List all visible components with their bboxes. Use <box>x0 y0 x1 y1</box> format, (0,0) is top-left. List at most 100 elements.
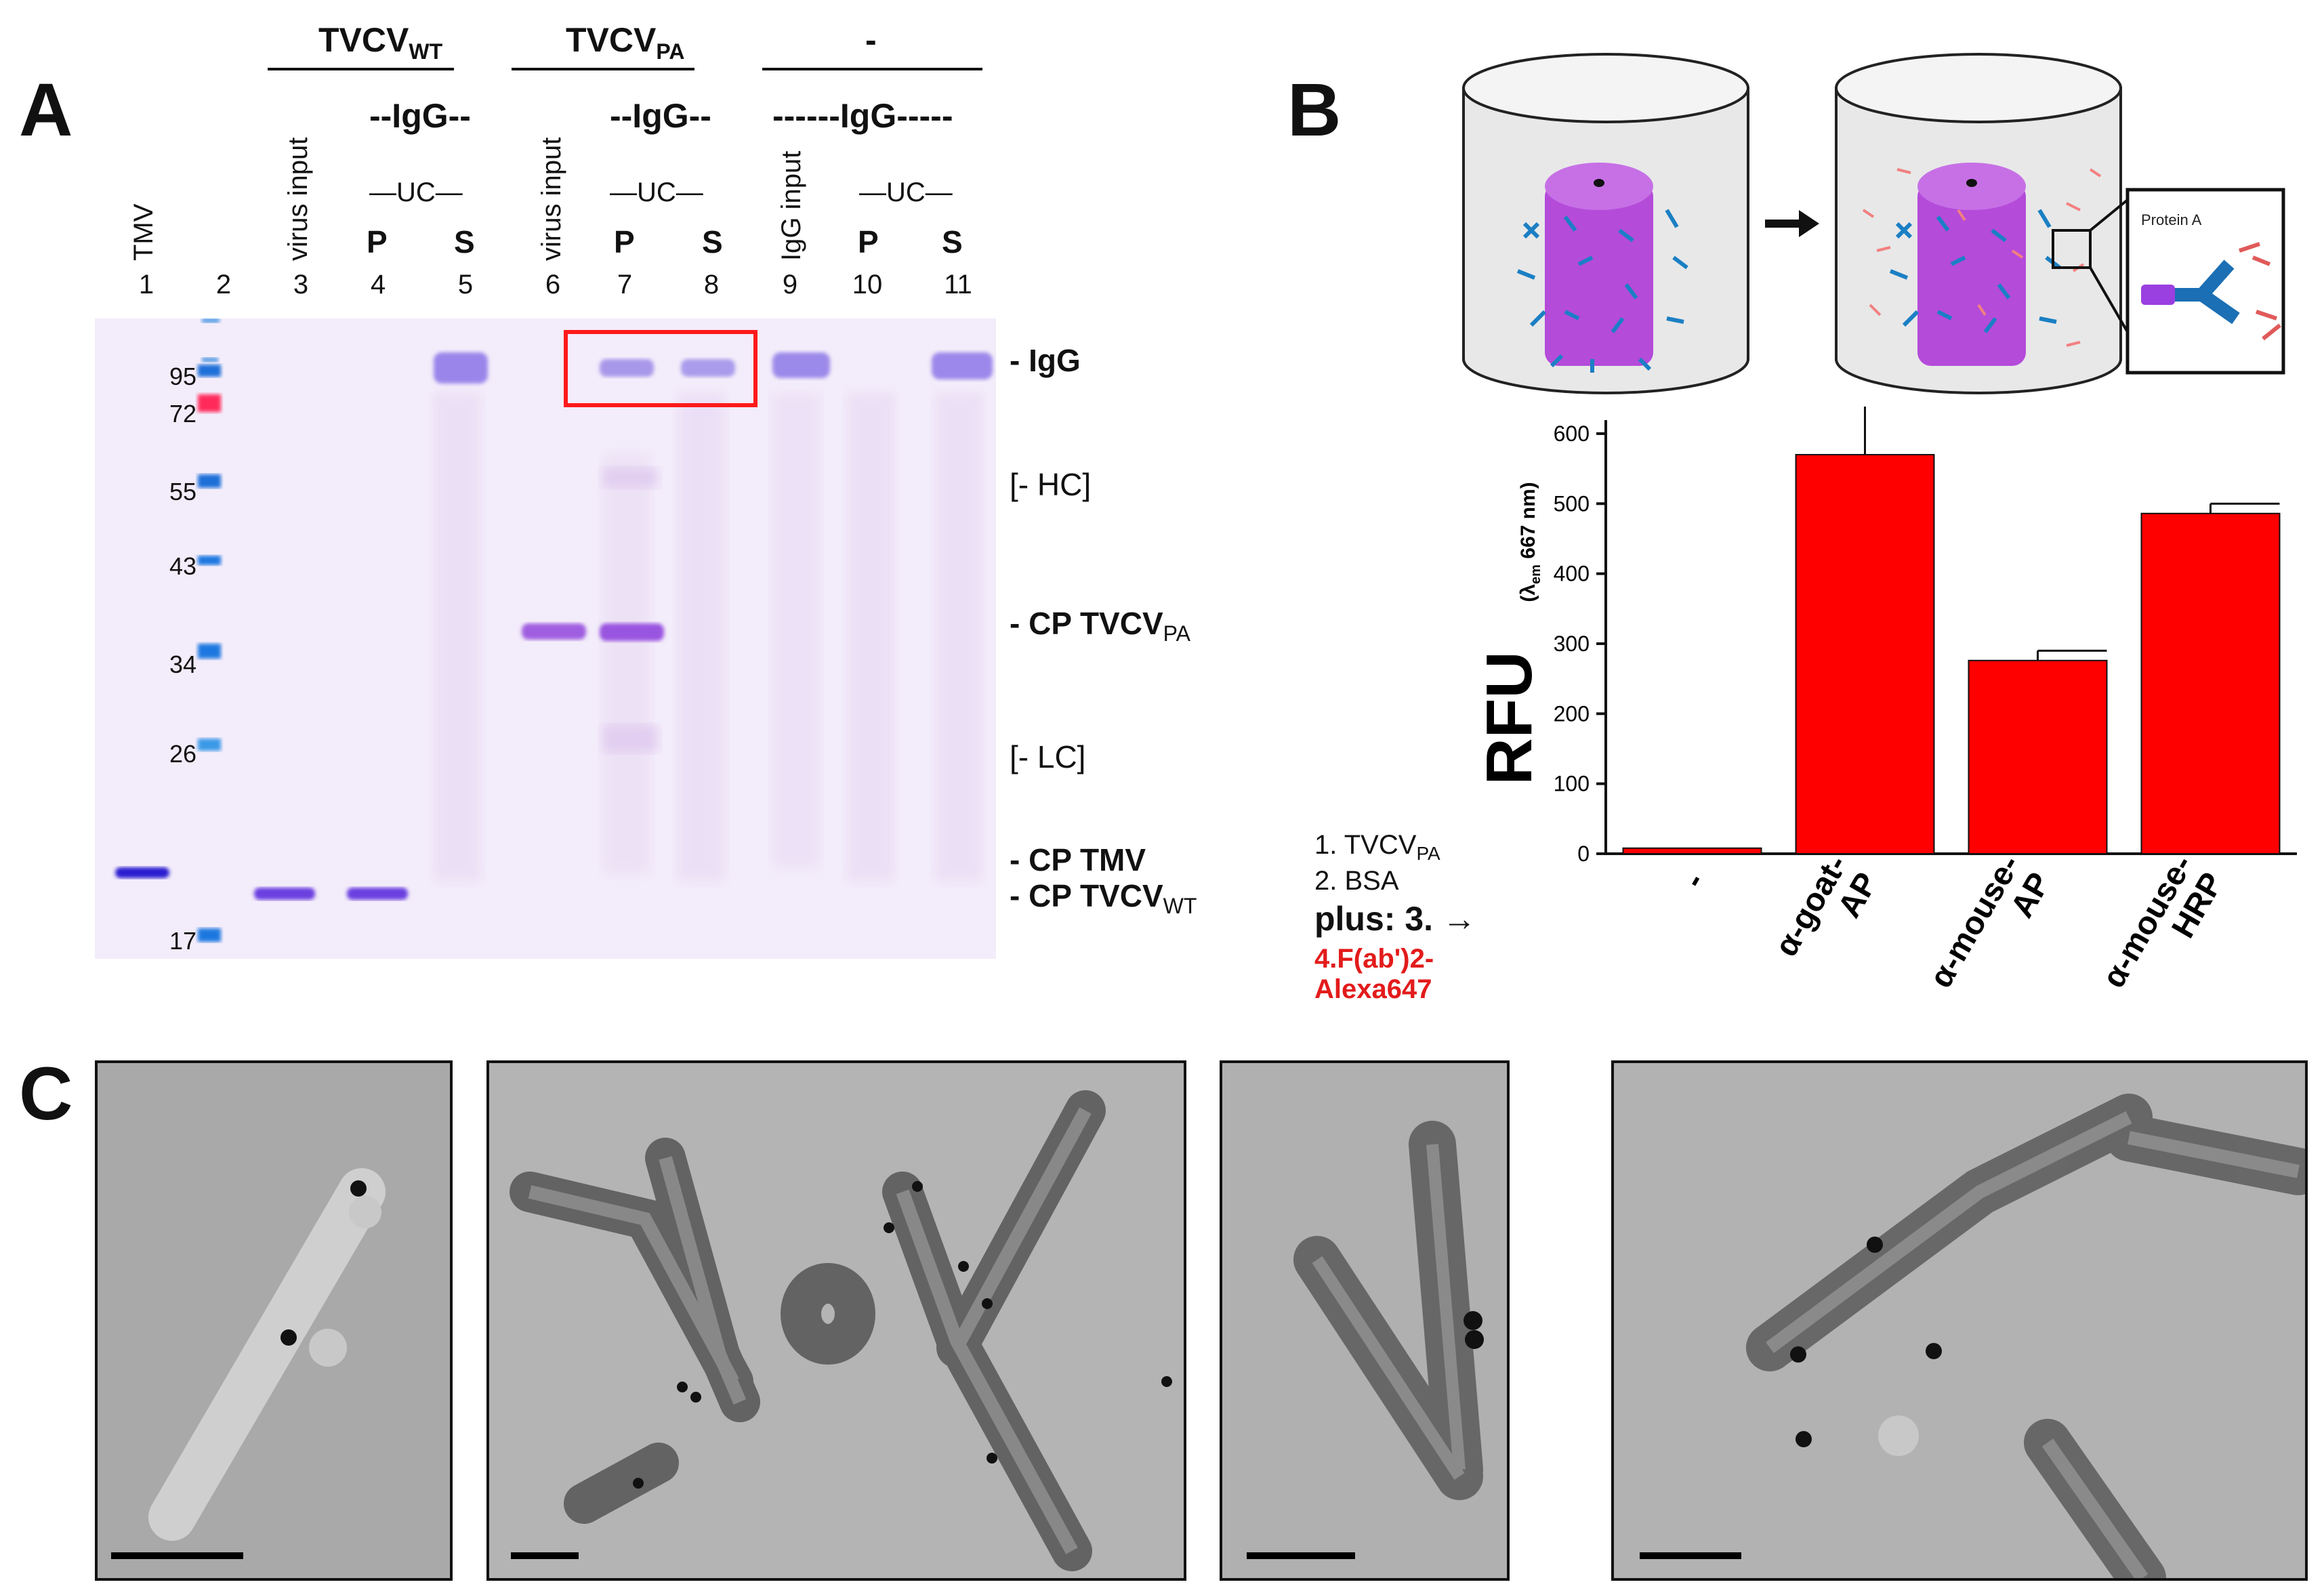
sds-page-gel <box>95 318 996 959</box>
lane-number: 3 <box>293 270 309 299</box>
zoom-box <box>2052 229 2092 269</box>
group-rule-wt <box>268 68 454 70</box>
marker-band-95 <box>198 365 221 377</box>
lane-smear <box>678 393 725 881</box>
lane-number: 6 <box>545 270 561 299</box>
label-cp-tmv: - CP TMV <box>1010 842 1146 877</box>
igg-header-2: --IgG-- <box>610 97 711 135</box>
lane-number: 1 <box>138 270 154 299</box>
label-p-2: P <box>614 224 635 260</box>
marker-band-72 <box>198 394 221 412</box>
mw-label: 95 <box>169 362 196 390</box>
inset-label: Protein A <box>2141 211 2202 228</box>
tem-image-3 <box>1220 1060 1510 1581</box>
y-tick-label: 600 <box>1554 421 1590 446</box>
y-tick-label: 300 <box>1554 631 1590 656</box>
group-rule-none <box>762 68 982 70</box>
mw-label: 26 <box>169 740 196 768</box>
label-lc: [- LC] <box>1010 739 1086 774</box>
virus-rod <box>1545 183 1653 366</box>
label-igg: - IgG <box>1010 343 1081 378</box>
svg-text:-: - <box>1676 867 1712 894</box>
marker-band-43 <box>198 556 221 565</box>
y-tick-label: 200 <box>1554 701 1590 726</box>
scale-bar <box>111 1552 243 1559</box>
mw-label: 17 <box>169 927 196 955</box>
lane-number: 5 <box>457 270 474 299</box>
rotated-header-virus-input-1: virus input <box>283 137 313 261</box>
legend-line-5: Alexa647 <box>1314 974 1432 1004</box>
legend-line-2: 2. BSA <box>1314 866 1399 896</box>
scale-bar <box>1640 1552 1741 1559</box>
panel-b-letter: B <box>1287 68 1342 152</box>
band-hc <box>603 468 657 488</box>
scale-bar <box>1247 1552 1355 1559</box>
band-cp-tmv <box>115 867 169 878</box>
x-tick-label: α-mouse-AP <box>1923 849 2058 994</box>
lane-number: 10 <box>852 270 883 299</box>
lane-smear <box>935 393 982 881</box>
tem-image-4 <box>1611 1060 2308 1581</box>
group-header-pa: TVCVPA <box>566 21 685 64</box>
band-igg <box>681 359 735 377</box>
marker-band <box>202 318 220 323</box>
group-rule-pa <box>512 68 694 70</box>
group-header-wt: TVCVWT <box>318 21 443 64</box>
legend-line-1: 1. TVCVPA <box>1314 830 1440 864</box>
bar <box>2140 512 2281 855</box>
gel-bands <box>95 318 996 959</box>
band-cp-tvcv-pa <box>522 623 586 640</box>
tem-image-1 <box>95 1060 453 1581</box>
x-tick-label: α-goat-AP <box>1768 849 1885 962</box>
lane-number: 8 <box>703 270 720 299</box>
y-tick-label: 0 <box>1577 842 1590 866</box>
lane-number: 9 <box>782 270 798 299</box>
lane-number: 7 <box>617 270 633 299</box>
label-s-3: S <box>942 224 963 260</box>
panel-a-letter: A <box>19 68 73 152</box>
label-cp-tvcv-wt: - CP TVCVWT <box>1010 878 1197 919</box>
y-tick-label: 500 <box>1554 491 1590 516</box>
label-hc: [- HC] <box>1010 467 1092 502</box>
uc-header-2: —UC— <box>610 178 703 207</box>
band-lc <box>603 725 657 752</box>
y-tick-label: 100 <box>1554 772 1590 796</box>
label-p-1: P <box>367 224 388 260</box>
cylinder-2 <box>1835 53 2129 394</box>
mw-label: 43 <box>169 552 196 580</box>
marker-band-55 <box>198 474 221 488</box>
band-cp-tvcv-pa <box>600 623 664 641</box>
tem-image-2 <box>486 1060 1186 1581</box>
highlight-box <box>564 330 758 407</box>
band-igg <box>600 359 654 377</box>
legend-line-3: plus: 3. → <box>1314 900 1476 938</box>
band-igg <box>932 352 993 379</box>
lane-smear <box>434 393 481 881</box>
svg-text:α-mouse-: α-mouse- <box>1923 849 2027 994</box>
y-tick-label: 400 <box>1554 562 1590 586</box>
x-tick-label: α-mouse-HRP <box>2096 849 2230 994</box>
igg-molecules <box>1516 209 1688 373</box>
protein-a-inset: Protein A <box>2125 188 2285 375</box>
marker-band-17 <box>198 928 221 942</box>
lane-number: 2 <box>215 270 232 299</box>
mw-label: 72 <box>169 400 196 428</box>
lane-smear <box>847 393 894 881</box>
panel-b-legend: 1. TVCVPA 2. BSA plus: 3. → 4.F(ab')2- A… <box>1314 830 1476 1005</box>
uc-header-3: —UC— <box>859 178 953 207</box>
marker-band-26 <box>198 739 221 751</box>
band-cp-tvcv-wt <box>347 888 408 900</box>
secondary-antibodies <box>1862 168 2102 347</box>
marker-band <box>202 358 218 362</box>
x-tick-label: - <box>1676 867 1712 894</box>
marker-band-34 <box>198 644 221 659</box>
lane-smear <box>772 393 820 867</box>
band-cp-tvcv-wt <box>254 888 315 900</box>
band-igg <box>434 352 488 384</box>
panel-c-letter: C <box>19 1052 73 1136</box>
label-s-1: S <box>454 224 475 260</box>
label-cp-tvcv-pa: - CP TVCVPA <box>1010 606 1190 646</box>
mw-label: 55 <box>169 478 196 505</box>
lane-smear <box>603 454 650 874</box>
y-axis-label: RFU <box>1473 651 1545 785</box>
